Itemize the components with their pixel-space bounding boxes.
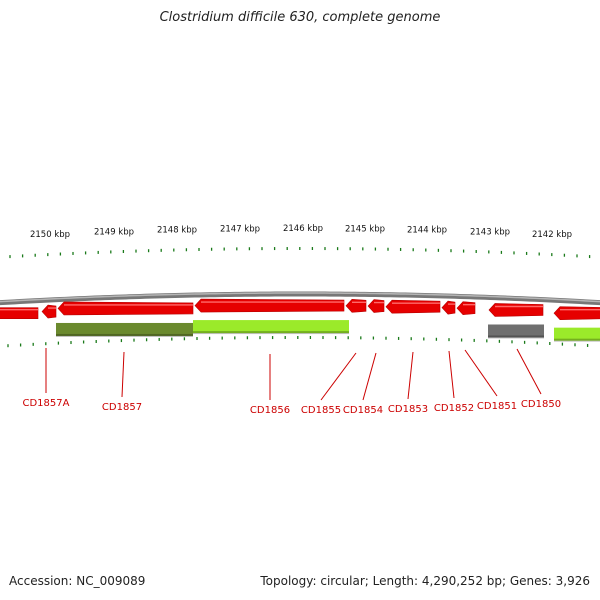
- scale-label: 2146 kbp: [283, 224, 323, 234]
- scale-label: 2145 kbp: [345, 224, 385, 234]
- feature-bar-shadow: [488, 335, 544, 339]
- gene-label: CD1854: [343, 405, 383, 416]
- feature-bar-shadow: [554, 338, 600, 342]
- feature-bar: [56, 322, 193, 336]
- gene-label-leader: [516, 348, 542, 395]
- gene-label-leader: [121, 351, 125, 398]
- scale-label: 2143 kbp: [470, 227, 510, 237]
- gene-label: CD1850: [521, 399, 561, 410]
- gene-arrow: [456, 301, 476, 315]
- gene-label: CD1856: [250, 405, 290, 416]
- scale-label: 2149 kbp: [94, 227, 134, 237]
- gene-label: CD1857A: [23, 398, 70, 409]
- feature-bar: [488, 324, 544, 338]
- scale-label: 2148 kbp: [157, 226, 197, 236]
- gene-label: CD1852: [434, 403, 474, 414]
- gene-arrow: [0, 307, 39, 320]
- gene-label-leader: [320, 352, 357, 401]
- gene-label-leader: [448, 350, 455, 399]
- gene-arrow: [345, 298, 367, 313]
- gene-arrow: [194, 298, 345, 313]
- gene-arrow: [385, 299, 441, 314]
- scale-label: 2144 kbp: [407, 226, 447, 236]
- scale-label: 2147 kbp: [220, 224, 260, 234]
- accession-text: Accession: NC_009089: [9, 574, 146, 588]
- feature-bar-shadow: [56, 333, 193, 337]
- genome-backbone: [0, 291, 600, 306]
- feature-bar-shadow: [193, 331, 349, 335]
- gene-arrow: [553, 306, 600, 320]
- genome-summary-text: Topology: circular; Length: 4,290,252 bp…: [260, 574, 590, 588]
- gene-label: CD1857: [102, 402, 142, 413]
- gene-label-leader: [407, 351, 414, 400]
- gene-label: CD1855: [301, 405, 341, 416]
- feature-bar: [193, 320, 349, 334]
- genome-title: Clostridium difficile 630, complete geno…: [159, 10, 441, 25]
- gene-arrow: [488, 303, 544, 317]
- gene-arrow: [57, 301, 194, 316]
- scale-label: 2150 kbp: [30, 230, 70, 240]
- scale-label: 2142 kbp: [532, 230, 572, 240]
- gene-label: CD1853: [388, 404, 428, 415]
- gene-label-leader: [362, 352, 377, 401]
- gene-label: CD1851: [477, 401, 517, 412]
- gene-label-leader: [464, 349, 498, 397]
- gene-arrow: [367, 299, 385, 313]
- gene-arrow: [41, 304, 57, 319]
- genome-backbone-highlight: [0, 292, 600, 303]
- feature-bar: [554, 327, 600, 341]
- gene-arrow: [441, 300, 456, 315]
